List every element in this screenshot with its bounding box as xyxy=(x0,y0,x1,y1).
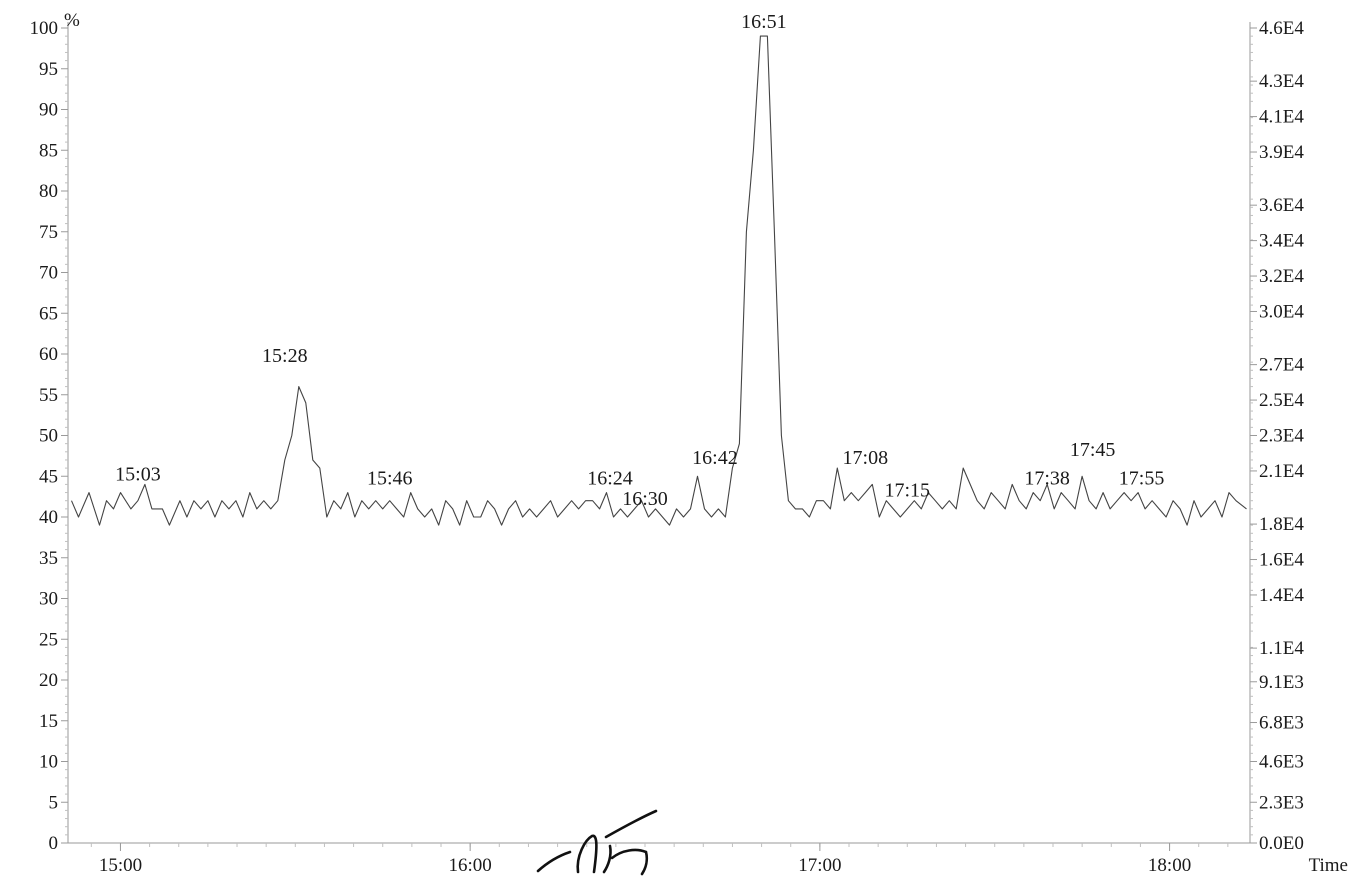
y2-tick-label: 0.0E0 xyxy=(1259,833,1304,854)
x-tick-label: 16:00 xyxy=(449,855,492,876)
y2-tick-label: 2.5E4 xyxy=(1259,390,1304,411)
x-axis-ticks: 15:00 16:00 17:00 18:00 xyxy=(99,843,1191,876)
y-tick-label: 35 xyxy=(39,548,58,569)
y-tick-label: 15 xyxy=(39,711,58,732)
y-tick-label: 20 xyxy=(39,670,58,691)
series-line-0 xyxy=(70,35,1247,526)
y-tick-label: 70 xyxy=(39,263,58,284)
y2-tick-label: 3.0E4 xyxy=(1259,301,1304,322)
peak-label: 15:46 xyxy=(367,467,413,489)
y2-tick-label: 3.9E4 xyxy=(1259,142,1304,163)
y2-tick-label: 2.7E4 xyxy=(1259,355,1304,376)
y-tick-label: 40 xyxy=(39,507,58,528)
y-tick-label: 30 xyxy=(39,589,58,610)
y2-tick-label: 1.6E4 xyxy=(1259,550,1304,571)
peak-label: 17:08 xyxy=(843,447,889,469)
y2-tick-label: 1.4E4 xyxy=(1259,585,1304,606)
series-group xyxy=(70,35,1247,526)
peak-label: 17:15 xyxy=(885,480,931,502)
y-tick-label: 45 xyxy=(39,466,58,487)
peak-label: 15:03 xyxy=(115,463,161,485)
y2-tick-label: 9.1E3 xyxy=(1259,672,1304,693)
y-axis-ticks: 0 5 10 15 20 25 30 35 40 45 50 55 60 65 70 75 80 85 90 95 10… xyxy=(30,18,68,854)
x-tick-label: 17:00 xyxy=(798,855,841,876)
y2-tick-label: 2.3E4 xyxy=(1259,426,1304,447)
y2-tick-label: 4.6E4 xyxy=(1259,18,1304,39)
peak-label: 17:55 xyxy=(1119,467,1165,489)
peak-label: 15:28 xyxy=(262,345,308,367)
y-tick-label: 55 xyxy=(39,385,58,406)
y-axis-unit-label: % xyxy=(64,10,80,31)
y-tick-label: 25 xyxy=(39,629,58,650)
y2-tick-label: 2.1E4 xyxy=(1259,461,1304,482)
y-tick-label: 80 xyxy=(39,181,58,202)
x-tick-label: 15:00 xyxy=(99,855,142,876)
handwritten-signature xyxy=(536,809,658,876)
y-tick-label: 50 xyxy=(39,426,58,447)
x-tick-label: 18:00 xyxy=(1148,855,1191,876)
peak-label: 16:42 xyxy=(692,447,738,469)
y-tick-label: 85 xyxy=(39,140,58,161)
y-tick-label: 10 xyxy=(39,752,58,773)
peak-label: 17:45 xyxy=(1070,439,1116,461)
peak-label: 17:38 xyxy=(1024,467,1070,489)
peak-label: 16:24 xyxy=(587,467,633,489)
y2-tick-label: 2.3E3 xyxy=(1259,792,1304,813)
y-tick-label: 75 xyxy=(39,222,58,243)
y2-tick-label: 1.1E4 xyxy=(1259,638,1304,659)
y2-axis-ticks: 0.0E0 2.3E3 4.6E3 6.8E3 9.1E3 1.1E4 1.4E4 1.6E4… xyxy=(1250,18,1304,854)
peak-label: 16:51 xyxy=(741,11,787,33)
y2-tick-label: 1.8E4 xyxy=(1259,514,1304,535)
axes-group xyxy=(67,22,1251,844)
y-tick-label: 100 xyxy=(30,18,59,39)
x-axis-label: Time xyxy=(1309,855,1348,876)
y2-tick-label: 3.6E4 xyxy=(1259,195,1304,216)
y2-tick-label: 4.1E4 xyxy=(1259,107,1304,128)
y-tick-label: 5 xyxy=(49,792,59,813)
y-tick-label: 60 xyxy=(39,344,58,365)
y2-tick-label: 3.2E4 xyxy=(1259,266,1304,287)
y-tick-label: 95 xyxy=(39,59,58,80)
peak-label: 16:30 xyxy=(622,488,668,510)
y2-tick-label: 6.8E3 xyxy=(1259,713,1304,734)
y-tick-label: 90 xyxy=(39,100,58,121)
minor-ticks xyxy=(65,35,1253,847)
y2-tick-label: 4.6E3 xyxy=(1259,752,1304,773)
y-tick-label: 0 xyxy=(49,833,59,854)
y2-tick-label: 4.3E4 xyxy=(1259,71,1304,92)
y-tick-label: 65 xyxy=(39,303,58,324)
y2-tick-label: 3.4E4 xyxy=(1259,231,1304,252)
